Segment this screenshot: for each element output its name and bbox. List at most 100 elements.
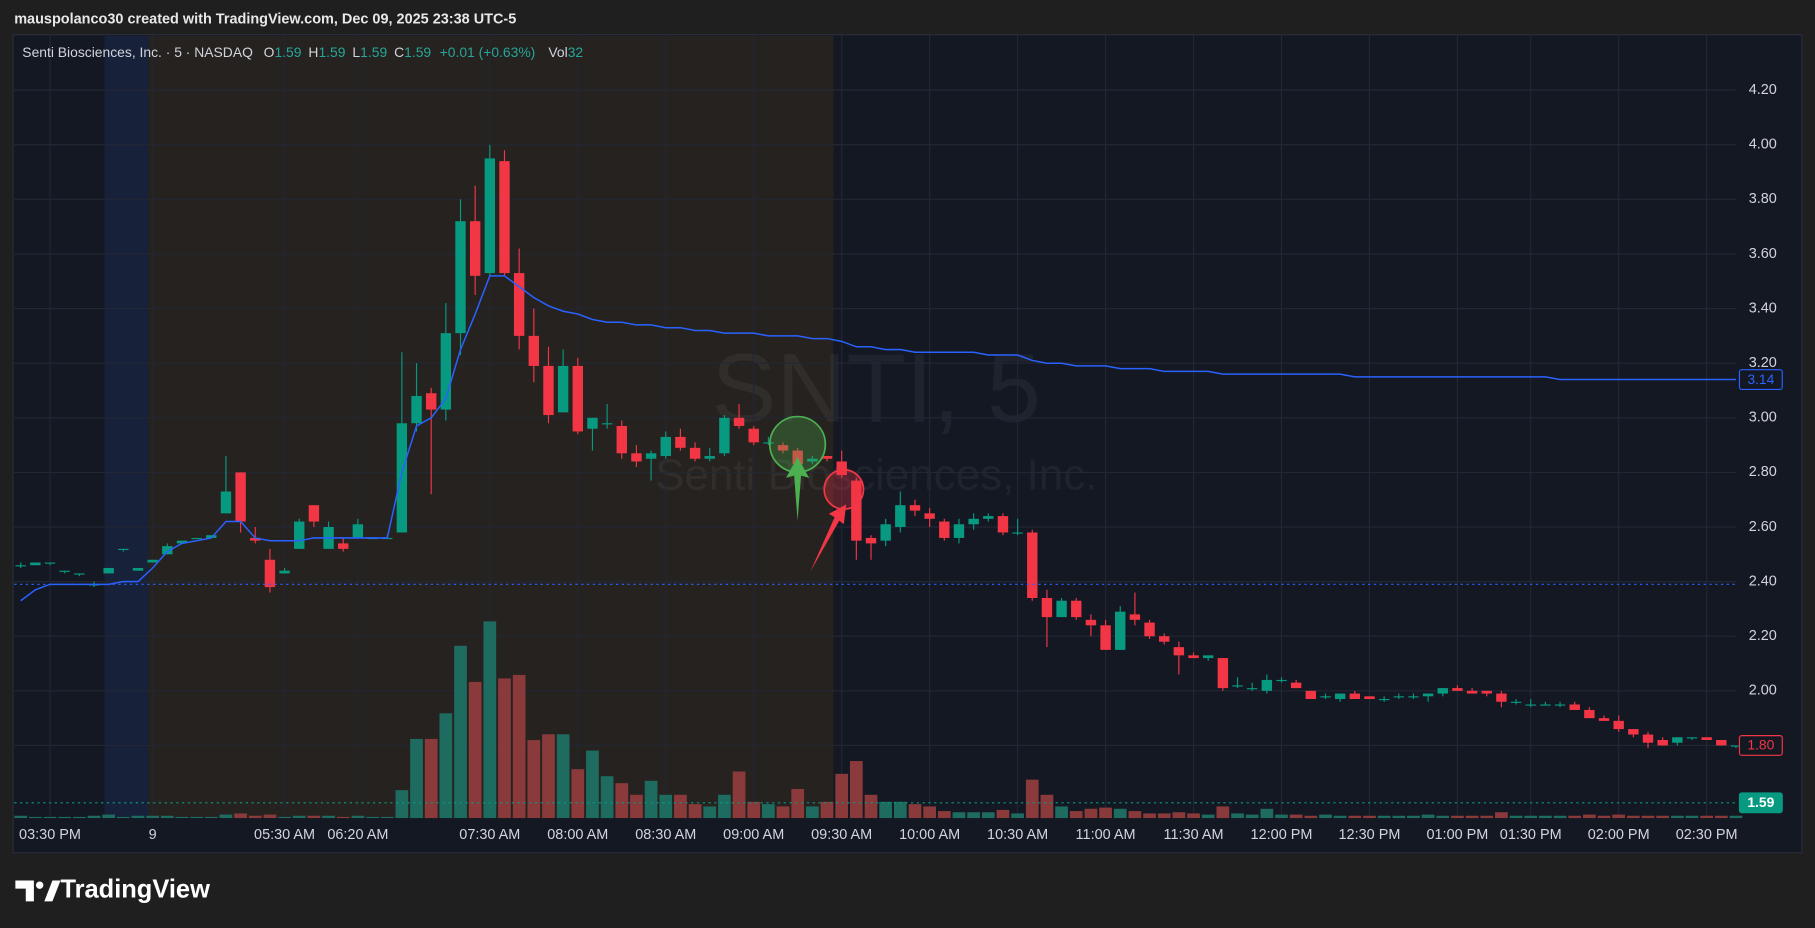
- volume-bar: [1626, 815, 1640, 819]
- candle-body: [733, 417, 745, 426]
- volume-bar: [1069, 811, 1083, 819]
- x-tick-label: 09:30 AM: [811, 827, 872, 843]
- volume-bar: [1377, 815, 1391, 819]
- x-tick-label: 9: [149, 827, 157, 843]
- volume-bar: [1641, 815, 1655, 819]
- candle-body: [1672, 737, 1683, 743]
- candle-body: [939, 521, 950, 538]
- candle-body: [1217, 658, 1229, 689]
- volume-bar: [1011, 813, 1024, 819]
- candle-body: [675, 436, 686, 448]
- candle-body: [1115, 611, 1126, 650]
- y-tick-label: 3.80: [1749, 191, 1777, 207]
- price-badge: [1738, 735, 1783, 756]
- candle-body: [1554, 704, 1566, 706]
- volume-bar: [322, 815, 335, 819]
- candle-body: [1701, 737, 1712, 740]
- candle-layer: [15, 144, 1742, 749]
- candle-body: [1540, 704, 1551, 706]
- candle-body: [1159, 636, 1170, 642]
- volume-bar: [835, 773, 849, 819]
- volume-bar: [366, 816, 379, 819]
- volume-bar: [1055, 806, 1068, 819]
- candle-body: [425, 393, 437, 410]
- candle-body: [1290, 682, 1302, 689]
- candle-body: [440, 333, 452, 410]
- volume-bar: [1348, 815, 1362, 819]
- volume-bar: [1729, 815, 1743, 819]
- candle-body: [294, 521, 305, 549]
- volume-bar: [762, 804, 775, 819]
- volume-bar: [1451, 815, 1464, 819]
- volume-bar: [102, 814, 116, 819]
- volume-bar: [981, 812, 995, 819]
- candle-body: [1481, 690, 1492, 694]
- x-tick-label: 07:30 AM: [459, 827, 520, 843]
- volume-bar: [439, 713, 453, 819]
- candle-body: [880, 524, 891, 541]
- x-tick-label: 08:00 AM: [547, 827, 608, 843]
- volume-bar: [1187, 813, 1200, 819]
- candle-body: [543, 365, 554, 416]
- x-tick-label: 05:30 AM: [254, 827, 315, 843]
- legend-field-value: 1.59: [318, 44, 345, 60]
- candle-body: [1100, 625, 1111, 650]
- candle-body: [206, 535, 217, 538]
- volume-bar: [718, 794, 731, 819]
- volume-bar: [732, 771, 746, 819]
- candle-body: [1334, 693, 1346, 700]
- candle-body: [572, 365, 584, 432]
- candle-body: [1628, 729, 1639, 735]
- candle-body: [1525, 704, 1536, 706]
- candle-body: [836, 461, 847, 476]
- volume-bar: [1700, 815, 1714, 819]
- candle-body: [557, 365, 569, 413]
- volume-bar: [571, 769, 585, 819]
- volume-bar: [1157, 813, 1171, 819]
- volume-bar: [1392, 815, 1406, 819]
- candle-body: [396, 423, 408, 533]
- candle-body: [411, 395, 422, 424]
- volume-bar: [527, 740, 541, 819]
- candle-body: [631, 453, 642, 462]
- x-tick-label: 10:00 AM: [899, 827, 960, 843]
- candle-body: [176, 540, 188, 544]
- legend: Senti Biosciences, Inc. · 5 · NASDAQ O1.…: [22, 44, 583, 60]
- candle-body: [352, 524, 364, 538]
- candle-body: [1305, 690, 1317, 700]
- x-tick-label: 06:20 AM: [327, 827, 388, 843]
- volume-bar: [1128, 811, 1142, 819]
- volume-bar: [864, 794, 878, 819]
- logo-mark: [15, 880, 34, 902]
- candle-body: [1716, 739, 1727, 746]
- candle-body: [1657, 739, 1668, 746]
- candle-body: [1642, 734, 1654, 743]
- candle-body: [235, 472, 246, 522]
- legend-field-label: H: [308, 44, 318, 60]
- x-tick-label: 01:30 PM: [1500, 827, 1562, 843]
- candle-body: [865, 537, 877, 544]
- candle-body: [1452, 688, 1463, 691]
- candle-body: [1188, 655, 1199, 659]
- volume-bar: [1172, 812, 1186, 819]
- candle-body: [162, 546, 173, 555]
- volume-bar: [1025, 779, 1039, 819]
- volume-bar: [937, 811, 951, 819]
- candle-body: [821, 456, 833, 459]
- candle-body: [1085, 619, 1097, 626]
- overnight-session: [104, 35, 149, 819]
- candle-body: [44, 562, 56, 564]
- volume-bar: [791, 788, 805, 819]
- volume-bar: [58, 816, 72, 819]
- candle-body: [132, 567, 144, 571]
- candle-body: [895, 505, 906, 528]
- candle-body: [15, 565, 26, 567]
- volume-bar: [204, 816, 218, 819]
- candle-body: [1584, 709, 1595, 719]
- legend-fields: O1.59 H1.59 L1.59 C1.59: [264, 44, 432, 60]
- volume-bar: [14, 815, 28, 819]
- volume-bar: [556, 734, 570, 819]
- volume-bar: [380, 816, 394, 819]
- candle-body: [1071, 600, 1082, 618]
- volume-bar: [644, 780, 658, 819]
